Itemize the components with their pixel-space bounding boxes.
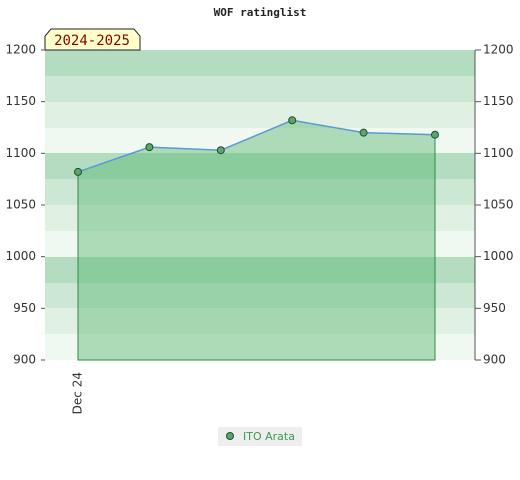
point <box>216 146 225 155</box>
y-tick-label: 1100 <box>5 146 36 160</box>
point <box>359 128 368 137</box>
y-tick-label: 1000 <box>5 249 36 263</box>
point <box>288 116 297 125</box>
point <box>74 167 82 176</box>
chart-title: WOF ratinglist <box>214 6 307 19</box>
y2-tick-label: 950 <box>483 301 506 315</box>
plot-background <box>45 50 475 360</box>
annotation-box <box>44 28 141 51</box>
y-tick-label: 1200 <box>5 43 36 57</box>
y2-tick-label: 1100 <box>483 146 514 160</box>
y2-tick-label: 1050 <box>483 198 514 212</box>
legend-label: ITO Arata <box>243 430 295 443</box>
annotation: 2024-2025 <box>54 33 130 49</box>
area <box>77 119 436 361</box>
y-tick-label: 950 <box>13 301 36 315</box>
x-tick-label: Dec 24 <box>71 372 85 414</box>
legend-marker <box>226 432 234 440</box>
line <box>77 119 436 173</box>
point <box>431 130 439 139</box>
y2-tick-label: 1000 <box>483 249 514 263</box>
y2-tick-label: 1200 <box>483 43 514 57</box>
y-tick-label: 1050 <box>5 198 36 212</box>
point <box>145 143 154 152</box>
y-tick-label: 900 <box>13 353 36 367</box>
legend-box <box>218 427 302 446</box>
y2-tick-label: 900 <box>483 353 506 367</box>
y-tick-label: 1150 <box>5 94 36 108</box>
y2-tick-label: 1150 <box>483 94 514 108</box>
